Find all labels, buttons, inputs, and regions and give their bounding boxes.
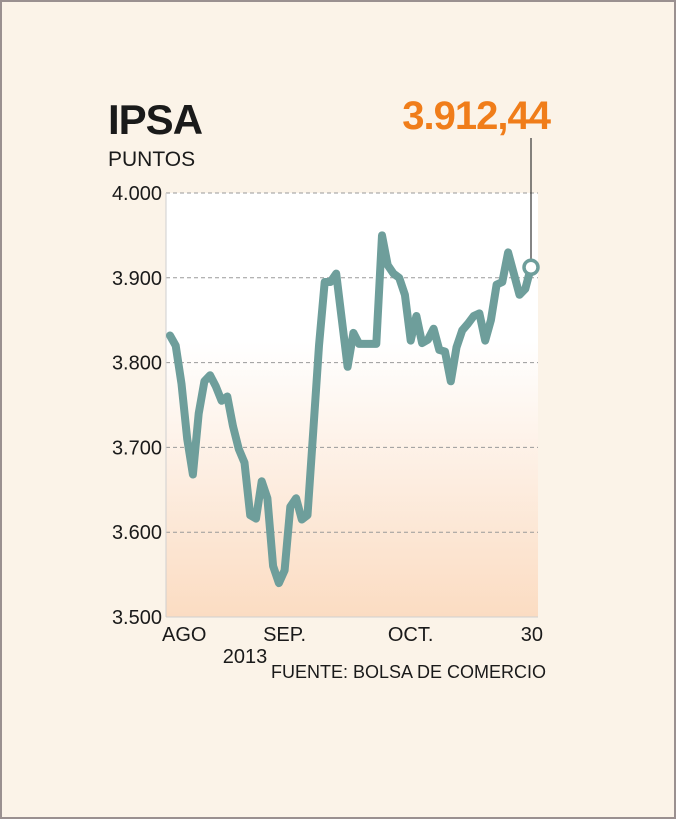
chart-title: IPSA — [108, 96, 203, 143]
x-tick-label: 30 — [521, 624, 543, 646]
x-tick-label: SEP. — [263, 624, 306, 646]
x-tick-label: OCT. — [388, 624, 434, 646]
source-note: FUENTE: BOLSA DE COMERCIO — [270, 662, 546, 682]
y-tick-label: 3.900 — [112, 268, 162, 290]
year-label: 2013 — [223, 646, 268, 668]
x-tick-label: AGO — [162, 624, 206, 646]
y-tick-label: 3.800 — [112, 353, 162, 375]
y-tick-label: 3.700 — [112, 437, 162, 459]
y-tick-label: 4.000 — [112, 183, 162, 205]
last-value-label: 3.912,44 — [402, 94, 551, 138]
series-line — [166, 231, 535, 588]
plot-area — [166, 193, 538, 617]
last-point-marker — [522, 258, 540, 277]
y-axis-unit-label: PUNTOS — [108, 148, 196, 171]
y-tick-label: 3.500 — [112, 607, 162, 629]
y-tick-label: 3.600 — [112, 522, 162, 544]
